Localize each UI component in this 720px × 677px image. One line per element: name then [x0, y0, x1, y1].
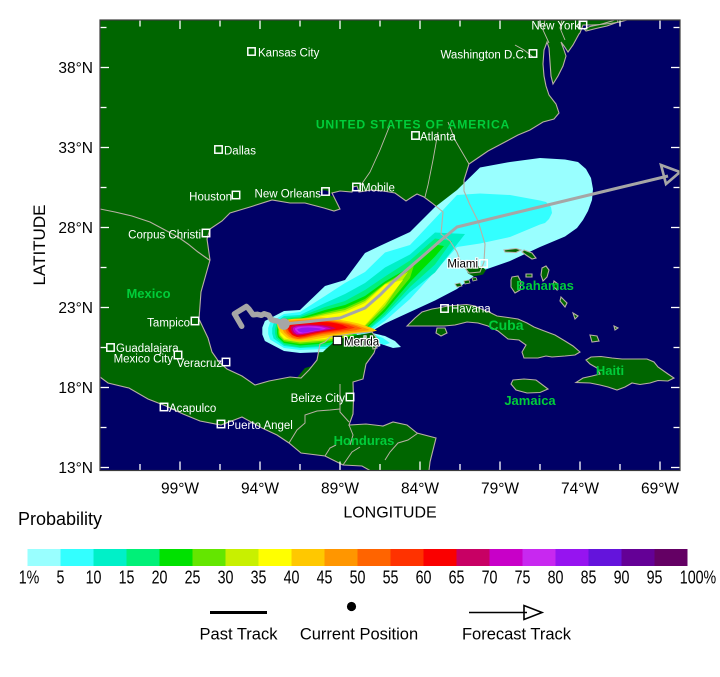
svg-text:Houston: Houston [189, 192, 232, 204]
svg-text:100%: 100% [680, 568, 717, 588]
svg-text:25: 25 [185, 568, 201, 588]
svg-text:89°W: 89°W [321, 481, 359, 498]
svg-text:84°W: 84°W [401, 481, 439, 498]
svg-text:Mobile: Mobile [361, 183, 395, 195]
svg-text:10: 10 [86, 568, 102, 588]
svg-text:Veracruz: Veracruz [177, 358, 223, 370]
svg-text:Dallas: Dallas [224, 146, 256, 158]
svg-text:33°N: 33°N [58, 140, 93, 157]
svg-text:New Orleans: New Orleans [255, 189, 322, 201]
svg-text:45: 45 [317, 568, 333, 588]
svg-text:Belize City: Belize City [291, 393, 346, 405]
svg-text:55: 55 [383, 568, 399, 588]
svg-text:Havana: Havana [451, 304, 491, 316]
svg-text:Merida: Merida [344, 337, 380, 349]
svg-text:15: 15 [119, 568, 135, 588]
svg-text:23°N: 23°N [58, 300, 93, 317]
svg-text:50: 50 [350, 568, 366, 588]
svg-text:Probability: Probability [18, 509, 102, 529]
svg-text:95: 95 [647, 568, 663, 588]
svg-text:90: 90 [614, 568, 630, 588]
svg-text:30: 30 [218, 568, 234, 588]
svg-text:1%: 1% [19, 568, 40, 588]
svg-text:Atlanta: Atlanta [420, 132, 456, 144]
svg-text:74°W: 74°W [561, 481, 599, 498]
svg-text:Forecast Track: Forecast Track [462, 626, 572, 644]
svg-text:69°W: 69°W [641, 481, 679, 498]
svg-text:94°W: 94°W [241, 481, 279, 498]
svg-text:20: 20 [152, 568, 168, 588]
svg-text:Kansas City: Kansas City [258, 48, 320, 60]
svg-text:Past Track: Past Track [200, 626, 279, 644]
svg-text:70: 70 [482, 568, 498, 588]
svg-text:18°N: 18°N [58, 380, 93, 397]
svg-text:Honduras: Honduras [334, 433, 395, 448]
svg-text:35: 35 [251, 568, 267, 588]
svg-text:79°W: 79°W [481, 481, 519, 498]
svg-text:Haiti: Haiti [596, 363, 624, 378]
svg-text:Acapulco: Acapulco [169, 403, 216, 415]
svg-text:Current Position: Current Position [300, 626, 418, 644]
svg-text:13°N: 13°N [58, 460, 93, 477]
svg-text:Guadalajara: Guadalajara [116, 343, 179, 355]
svg-text:28°N: 28°N [58, 220, 93, 237]
svg-text:Puerto Angel: Puerto Angel [227, 420, 293, 432]
svg-text:38°N: 38°N [58, 60, 93, 77]
svg-text:LATITUDE: LATITUDE [30, 205, 49, 286]
svg-text:Washington D.C.: Washington D.C. [441, 50, 528, 62]
svg-text:75: 75 [515, 568, 531, 588]
svg-text:65: 65 [449, 568, 465, 588]
svg-text:Cuba: Cuba [489, 317, 524, 333]
svg-text:Corpus Christi: Corpus Christi [128, 230, 201, 242]
svg-text:40: 40 [284, 568, 300, 588]
svg-text:Miami: Miami [447, 259, 478, 271]
svg-text:Mexico City: Mexico City [114, 354, 174, 366]
svg-text:85: 85 [581, 568, 597, 588]
svg-text:Mexico: Mexico [126, 286, 170, 301]
svg-text:LONGITUDE: LONGITUDE [343, 505, 436, 522]
svg-text:5: 5 [57, 568, 65, 588]
svg-text:80: 80 [548, 568, 564, 588]
svg-text:Tampico: Tampico [147, 318, 190, 330]
svg-text:99°W: 99°W [161, 481, 199, 498]
svg-text:Jamaica: Jamaica [504, 393, 556, 408]
svg-text:60: 60 [416, 568, 432, 588]
svg-text:UNITED STATES OF AMERICA: UNITED STATES OF AMERICA [316, 118, 510, 132]
svg-text:Bahamas: Bahamas [516, 278, 574, 293]
svg-text:New York: New York [531, 21, 580, 33]
